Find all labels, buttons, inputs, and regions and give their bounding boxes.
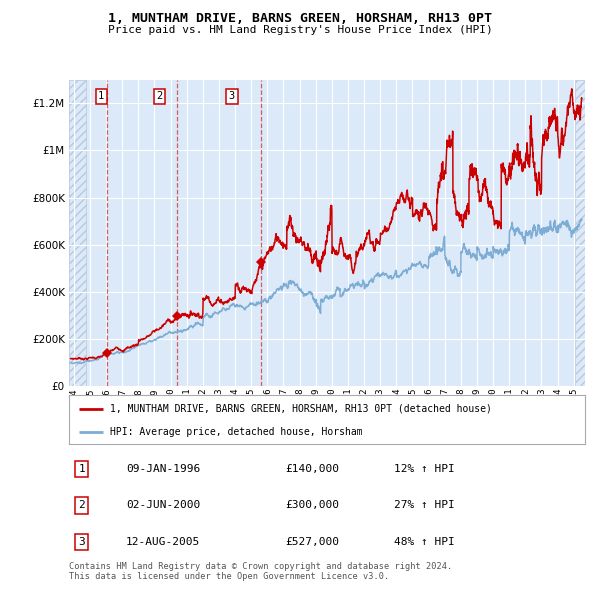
Text: HPI: Average price, detached house, Horsham: HPI: Average price, detached house, Hors…: [110, 427, 363, 437]
Text: 48% ↑ HPI: 48% ↑ HPI: [394, 537, 455, 547]
Bar: [69, 80, 86, 386]
Bar: [575, 80, 585, 386]
Text: 2: 2: [79, 500, 85, 510]
Text: 3: 3: [79, 537, 85, 547]
Text: £527,000: £527,000: [286, 537, 340, 547]
Text: 2: 2: [156, 91, 163, 101]
Text: 3: 3: [229, 91, 235, 101]
Text: 1: 1: [79, 464, 85, 474]
Text: 1: 1: [98, 91, 104, 101]
Text: 1, MUNTHAM DRIVE, BARNS GREEN, HORSHAM, RH13 0PT (detached house): 1, MUNTHAM DRIVE, BARNS GREEN, HORSHAM, …: [110, 404, 492, 414]
Text: 27% ↑ HPI: 27% ↑ HPI: [394, 500, 455, 510]
Text: 02-JUN-2000: 02-JUN-2000: [126, 500, 200, 510]
Text: 09-JAN-1996: 09-JAN-1996: [126, 464, 200, 474]
Text: 12-AUG-2005: 12-AUG-2005: [126, 537, 200, 547]
Text: Contains HM Land Registry data © Crown copyright and database right 2024.
This d: Contains HM Land Registry data © Crown c…: [69, 562, 452, 581]
Text: 12% ↑ HPI: 12% ↑ HPI: [394, 464, 455, 474]
Text: 1, MUNTHAM DRIVE, BARNS GREEN, HORSHAM, RH13 0PT: 1, MUNTHAM DRIVE, BARNS GREEN, HORSHAM, …: [108, 12, 492, 25]
Text: Price paid vs. HM Land Registry's House Price Index (HPI): Price paid vs. HM Land Registry's House …: [107, 25, 493, 35]
Text: £300,000: £300,000: [286, 500, 340, 510]
Text: £140,000: £140,000: [286, 464, 340, 474]
